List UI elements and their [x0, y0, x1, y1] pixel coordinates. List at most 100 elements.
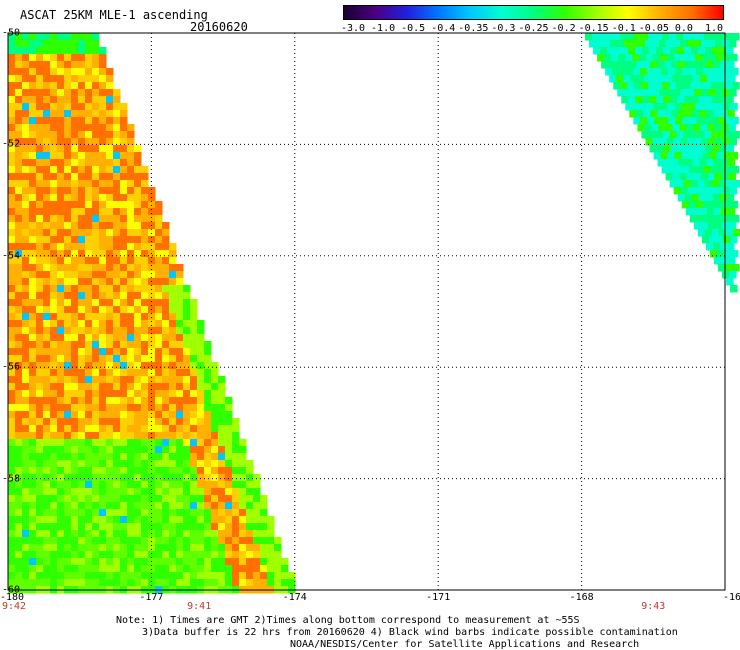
- wind-cell: [141, 243, 149, 251]
- wind-cell: [85, 579, 93, 587]
- wind-cell: [176, 334, 184, 342]
- wind-cell: [281, 572, 289, 580]
- wind-cell: [15, 362, 23, 370]
- wind-cell: [197, 383, 205, 391]
- wind-cell: [648, 82, 656, 90]
- note-line-1: Note: 1) Times are GMT 2)Times along bot…: [116, 615, 580, 626]
- wind-cell: [22, 376, 30, 384]
- wind-cell: [22, 117, 30, 125]
- wind-cell: [99, 565, 107, 573]
- wind-cell: [148, 376, 156, 384]
- wind-cell: [141, 432, 149, 440]
- wind-cell: [690, 180, 699, 188]
- wind-cell: [99, 376, 107, 384]
- wind-cell: [113, 236, 121, 244]
- wind-cell: [127, 215, 135, 223]
- wind-cell: [57, 537, 65, 545]
- lon-label: -174: [282, 592, 307, 603]
- wind-cell: [246, 523, 254, 531]
- wind-cell: [225, 425, 233, 433]
- wind-cell: [22, 432, 30, 440]
- wind-cell: [732, 33, 740, 41]
- wind-cell: [29, 362, 37, 370]
- wind-cell: [15, 439, 23, 447]
- wind-cell: [169, 481, 177, 489]
- wind-cell: [64, 68, 72, 76]
- wind-cell: [43, 523, 51, 531]
- wind-cell: [204, 446, 212, 454]
- wind-cell: [92, 369, 100, 377]
- wind-cell: [169, 446, 177, 454]
- wind-cell: [618, 54, 626, 62]
- wind-cell: [169, 390, 177, 398]
- wind-cell: [197, 502, 205, 510]
- wind-cell: [232, 544, 240, 552]
- wind-cell: [78, 460, 86, 468]
- wind-cell: [120, 117, 128, 125]
- lon-label: -180: [0, 592, 25, 603]
- wind-cell: [218, 572, 226, 580]
- wind-cell: [702, 103, 710, 111]
- wind-cell: [106, 152, 114, 160]
- wind-cell: [15, 446, 23, 454]
- wind-cell: [99, 117, 107, 125]
- wind-cell: [702, 201, 711, 209]
- wind-cell: [106, 369, 114, 377]
- wind-cell: [663, 145, 671, 153]
- wind-cell: [99, 159, 107, 167]
- wind-cell: [197, 516, 205, 524]
- wind-cell: [655, 131, 663, 139]
- wind-cell: [85, 271, 93, 279]
- wind-cell: [689, 117, 697, 125]
- wind-cell: [120, 229, 128, 237]
- wind-cell: [22, 194, 30, 202]
- wind-cell: [612, 68, 620, 76]
- wind-cell: [78, 75, 86, 83]
- wind-cell: [204, 523, 212, 531]
- wind-cell: [36, 194, 44, 202]
- wind-cell: [64, 271, 72, 279]
- wind-cell: [43, 558, 51, 566]
- wind-cell: [36, 320, 44, 328]
- wind-cell: [78, 236, 86, 244]
- wind-cell: [99, 355, 107, 363]
- wind-cell: [71, 320, 79, 328]
- wind-cell: [183, 572, 191, 580]
- wind-cell: [197, 355, 205, 363]
- wind-cell: [619, 68, 627, 76]
- wind-cell: [176, 292, 184, 300]
- wind-cell: [715, 89, 723, 97]
- wind-cell: [162, 558, 170, 566]
- wind-cell: [681, 103, 689, 111]
- wind-cell: [702, 54, 710, 62]
- wind-cell: [204, 425, 212, 433]
- wind-cell: [169, 558, 177, 566]
- wind-cell: [85, 47, 93, 55]
- wind-cell: [64, 355, 72, 363]
- wind-cell: [106, 292, 114, 300]
- wind-cell: [78, 250, 86, 258]
- wind-cell: [281, 565, 289, 573]
- wind-cell: [141, 222, 149, 230]
- wind-cell: [183, 467, 191, 475]
- wind-cell: [64, 299, 72, 307]
- wind-cell: [169, 439, 177, 447]
- wind-cell: [120, 544, 128, 552]
- wind-cell: [64, 61, 72, 69]
- wind-cell: [668, 166, 677, 174]
- wind-cell: [162, 439, 170, 447]
- wind-cell: [50, 131, 58, 139]
- wind-cell: [141, 201, 149, 209]
- wind-cell: [64, 537, 72, 545]
- wind-cell: [677, 194, 686, 202]
- wind-cell: [36, 460, 44, 468]
- wind-cell: [71, 348, 79, 356]
- wind-cell: [253, 537, 261, 545]
- wind-cell: [141, 397, 149, 405]
- wind-cell: [232, 509, 240, 517]
- wind-cell: [704, 33, 712, 41]
- wind-cell: [29, 432, 37, 440]
- wind-cell: [134, 264, 142, 272]
- wind-cell: [50, 432, 58, 440]
- wind-cell: [134, 411, 142, 419]
